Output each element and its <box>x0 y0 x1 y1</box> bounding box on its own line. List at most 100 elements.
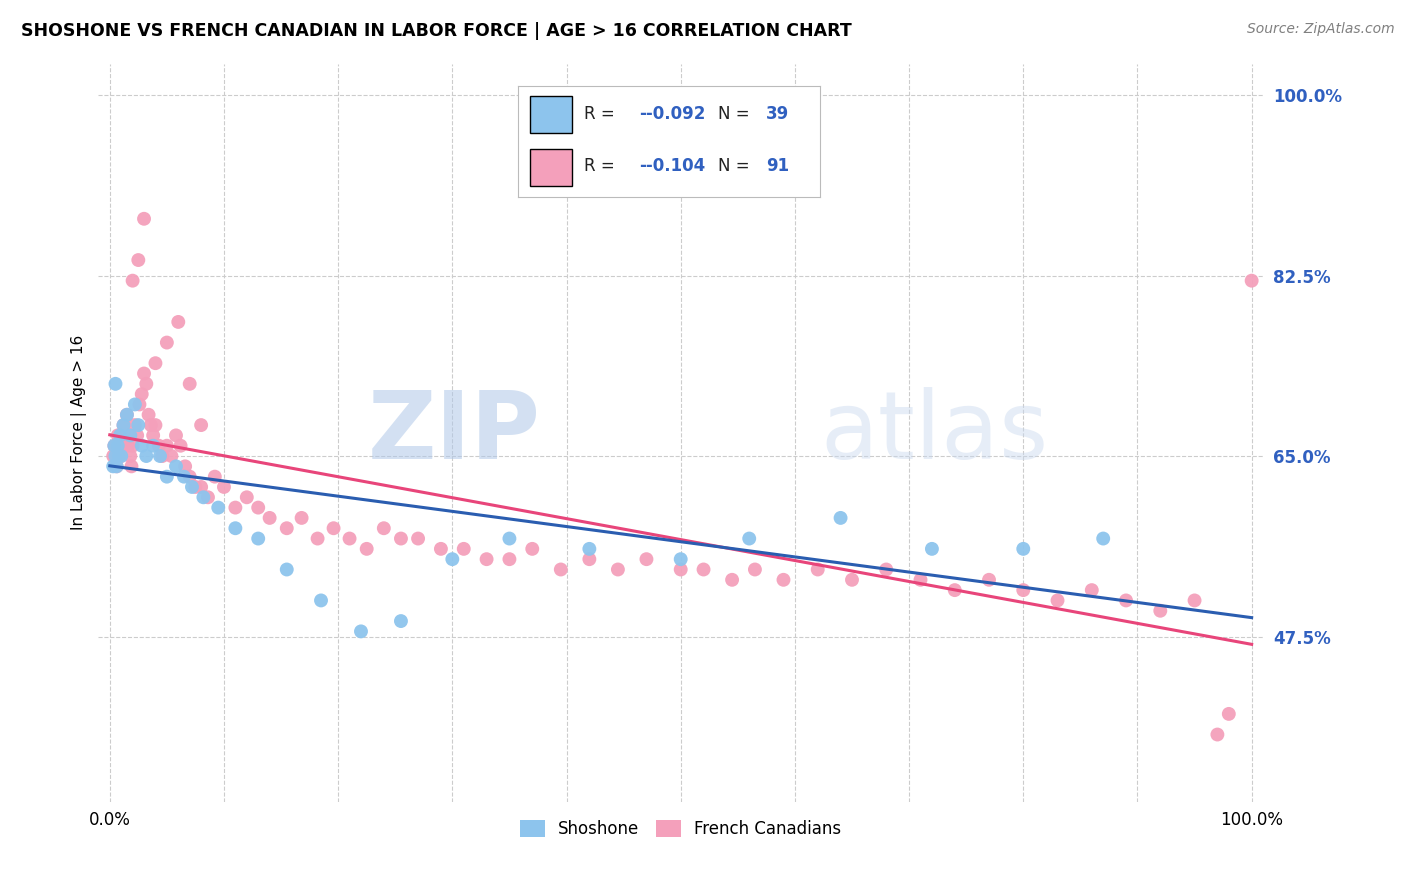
Point <box>669 562 692 576</box>
Point <box>103 439 125 453</box>
Point <box>156 469 179 483</box>
Point <box>114 439 136 453</box>
Point <box>669 552 692 566</box>
Legend: Shoshone, French Canadians: Shoshone, French Canadians <box>513 814 848 845</box>
Point <box>350 624 373 639</box>
Point <box>875 562 897 576</box>
Point <box>772 573 794 587</box>
Point <box>738 532 761 546</box>
Point <box>692 562 714 576</box>
Point <box>108 449 131 463</box>
Point <box>606 562 628 576</box>
Point <box>181 480 204 494</box>
Point <box>128 397 150 411</box>
Point <box>105 459 128 474</box>
Point <box>110 449 132 463</box>
Point <box>131 387 153 401</box>
Point <box>120 449 142 463</box>
Point <box>307 532 329 546</box>
Point <box>498 552 520 566</box>
Point <box>921 541 943 556</box>
Point <box>453 541 475 556</box>
Point <box>522 541 544 556</box>
Point <box>121 274 143 288</box>
Point <box>121 439 143 453</box>
Point <box>117 439 139 453</box>
Point <box>107 428 129 442</box>
Point <box>169 439 191 453</box>
Point <box>1012 583 1035 598</box>
Point <box>207 500 229 515</box>
Point <box>131 439 153 453</box>
Point <box>112 418 135 433</box>
Point <box>127 253 149 268</box>
Point <box>322 521 344 535</box>
Point <box>190 480 212 494</box>
Point <box>142 439 165 453</box>
Point <box>259 511 281 525</box>
Point <box>721 573 744 587</box>
Point <box>135 376 157 391</box>
Point <box>149 449 172 463</box>
Point <box>115 408 138 422</box>
Point <box>236 490 259 504</box>
Point <box>276 562 298 576</box>
Point <box>104 449 127 463</box>
Point <box>1240 274 1263 288</box>
Point <box>179 376 201 391</box>
Point <box>108 439 131 453</box>
Y-axis label: In Labor Force | Age > 16: In Labor Force | Age > 16 <box>72 335 87 531</box>
Point <box>127 428 149 442</box>
Point <box>578 552 600 566</box>
Point <box>167 315 190 329</box>
Point <box>148 439 170 453</box>
Point <box>103 459 125 474</box>
Point <box>744 562 766 576</box>
Point <box>943 583 966 598</box>
Point <box>112 418 135 433</box>
Point <box>309 593 332 607</box>
Point <box>132 367 155 381</box>
Point <box>108 428 131 442</box>
Point <box>139 418 162 433</box>
Point <box>124 397 146 411</box>
Point <box>114 428 136 442</box>
Point <box>104 449 127 463</box>
Point <box>108 449 131 463</box>
Point <box>193 490 215 504</box>
Point <box>356 541 378 556</box>
Point <box>132 211 155 226</box>
Point <box>1081 583 1104 598</box>
Point <box>103 439 125 453</box>
Point <box>841 573 863 587</box>
Point <box>1218 706 1240 721</box>
Point <box>190 418 212 433</box>
Point <box>142 428 165 442</box>
Point <box>224 521 246 535</box>
Point <box>910 573 932 587</box>
Point <box>118 428 141 442</box>
Point <box>173 469 195 483</box>
Point <box>212 480 235 494</box>
Point <box>184 480 207 494</box>
Point <box>550 562 572 576</box>
Point <box>204 469 226 483</box>
Point <box>389 614 412 628</box>
Point <box>150 449 173 463</box>
Point <box>224 500 246 515</box>
Point <box>121 459 143 474</box>
Point <box>104 376 127 391</box>
Point <box>441 552 464 566</box>
Point <box>1115 593 1137 607</box>
Point <box>124 418 146 433</box>
Point <box>1184 593 1206 607</box>
Point <box>138 408 160 422</box>
Point <box>1206 727 1229 741</box>
Point <box>389 532 412 546</box>
Point <box>111 428 134 442</box>
Point <box>475 552 498 566</box>
Point <box>1012 541 1035 556</box>
Text: atlas: atlas <box>821 387 1049 479</box>
Text: SHOSHONE VS FRENCH CANADIAN IN LABOR FORCE | AGE > 16 CORRELATION CHART: SHOSHONE VS FRENCH CANADIAN IN LABOR FOR… <box>21 22 852 40</box>
Point <box>145 356 167 370</box>
